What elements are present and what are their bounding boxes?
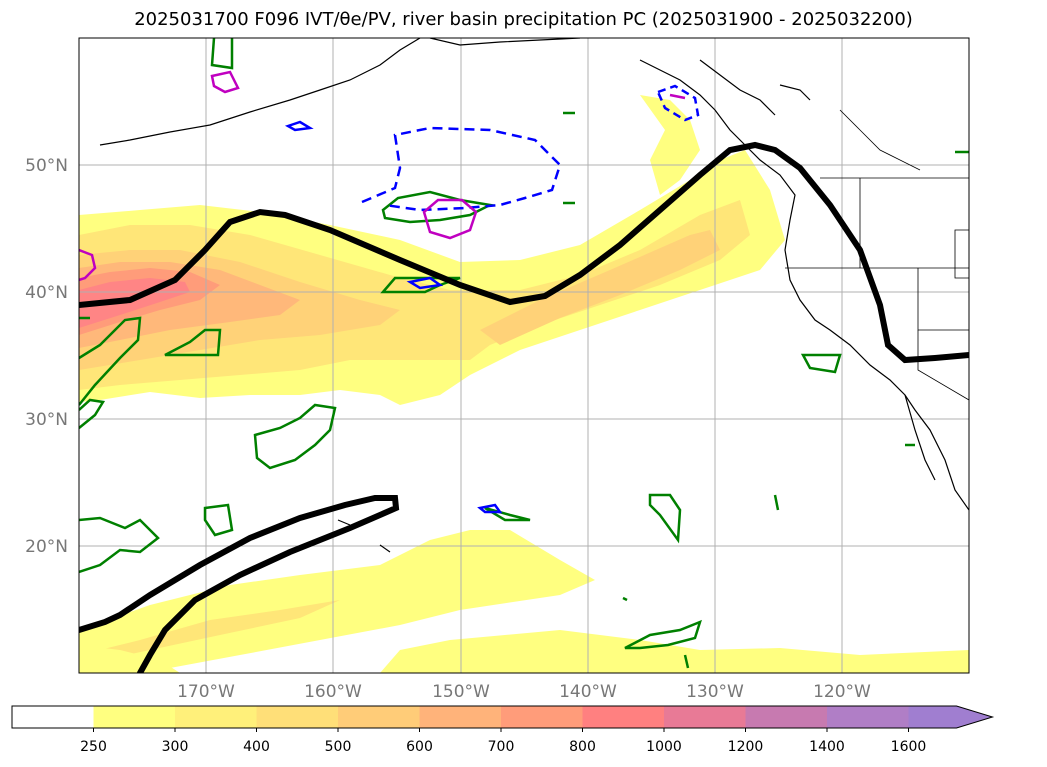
theta-e-north: [79, 141, 969, 364]
colorbar-segment: [175, 706, 257, 728]
colorbar-segment: [12, 706, 94, 728]
map-title: 2025031700 F096 IVT/θe/PV, river basin p…: [134, 9, 913, 30]
colorbar-segment: [745, 706, 828, 728]
theta-e-contours: [79, 141, 969, 673]
colorbar: 250 300 400 500 600 700 800 1000 1200 1400 1600: [11, 705, 995, 755]
colorbar-tick-label: 700: [488, 739, 515, 755]
ivt-band-bottom-west: [79, 645, 180, 673]
lat-label-20n: 20°N: [25, 537, 68, 557]
lat-labels: 50°N 40°N 30°N 20°N: [25, 156, 68, 557]
lon-label-160w: 160°W: [304, 682, 362, 702]
colorbar-tick-label: 1400: [809, 739, 845, 755]
lon-label-140w: 140°W: [559, 682, 617, 702]
lat-label-30n: 30°N: [25, 410, 68, 430]
ivt-band-south-2: [79, 600, 340, 665]
lat-label-40n: 40°N: [25, 283, 68, 303]
ivt-band-400-east: [480, 230, 720, 345]
lat-label-50n: 50°N: [25, 156, 68, 176]
state-borders: [785, 109, 969, 401]
colorbar-tick-label: 400: [243, 739, 270, 755]
colorbar-tick-label: 1600: [891, 739, 927, 755]
colorbar-segment: [93, 706, 176, 728]
map-frame: [78, 37, 970, 674]
colorbar-tick-label: 1000: [646, 739, 682, 755]
colorbar-segment: [256, 706, 339, 728]
ivt-band-300: [79, 200, 750, 390]
lon-labels: 170°W 160°W 150°W 140°W 130°W 120°W: [177, 682, 871, 702]
ivt-band-bottom: [380, 630, 969, 673]
lon-label-150w: 150°W: [432, 682, 490, 702]
colorbar-tick-label: 600: [406, 739, 433, 755]
colorbar-segment: [664, 706, 746, 728]
colorbar-tick-label: 1200: [728, 739, 764, 755]
theta-e-south: [79, 495, 400, 673]
colorbar-tick-label: 300: [162, 739, 189, 755]
colorbar-extend-arrow: [908, 706, 993, 728]
lon-label-120w: 120°W: [813, 682, 871, 702]
colorbar-segment: [582, 706, 665, 728]
colorbar-segment: [501, 706, 583, 728]
pv-magenta-contours: [79, 70, 686, 282]
colorbar-outline: [11, 705, 995, 729]
colorbar-segment: [338, 706, 420, 728]
ivt-band-800: [79, 278, 190, 328]
colorbar-tick-label: 250: [80, 739, 107, 755]
lon-label-130w: 130°W: [686, 682, 744, 702]
lon-label-170w: 170°W: [177, 682, 235, 702]
colorbar-tick-label: 500: [325, 739, 352, 755]
colorbar-segment: [419, 706, 502, 728]
colorbar-segment: [827, 706, 909, 728]
coastlines: [99, 38, 969, 553]
colorbar-tick-label: 800: [569, 739, 596, 755]
